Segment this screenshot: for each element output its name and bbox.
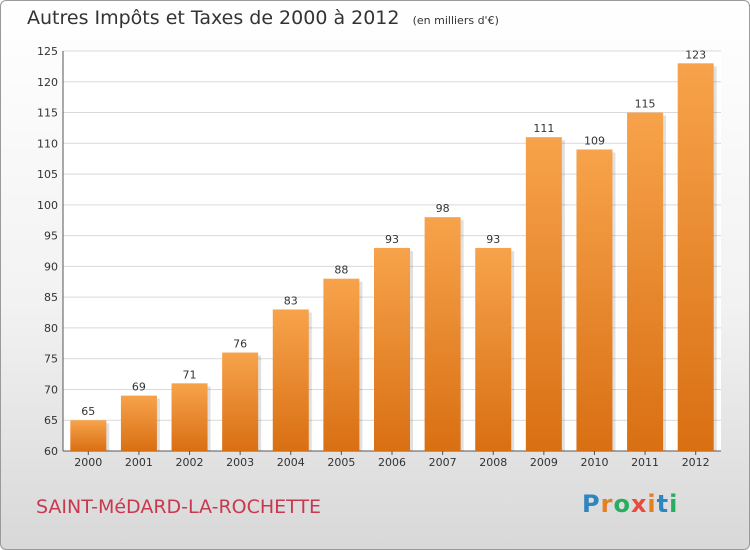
logo-letter: P [582,490,601,518]
y-tick-label: 100 [37,199,58,212]
x-tick-label: 2012 [682,456,710,469]
x-tick-label: 2008 [479,456,507,469]
y-tick-label: 125 [37,45,58,58]
y-tick-label: 115 [37,107,58,120]
bar-value-label: 69 [132,381,146,394]
logo-letter: t [656,490,670,518]
bar-value-label: 88 [334,264,348,277]
logo-letter: i [647,490,657,518]
x-tick-label: 2003 [226,456,254,469]
bar-value-label: 115 [635,98,656,111]
x-tick-label: 2005 [327,456,355,469]
bar-value-label: 98 [436,202,450,215]
title-row: Autres Impôts et Taxes de 2000 à 2012 (e… [27,7,499,29]
x-tick-label: 2001 [125,456,153,469]
y-tick-label: 60 [44,445,58,458]
y-tick-label: 110 [37,137,58,150]
bar-value-label: 111 [533,122,554,135]
bar [525,137,562,451]
bar [323,278,360,451]
bar [677,63,714,452]
y-tick-label: 70 [44,383,58,396]
bar-value-label: 65 [81,405,95,418]
bar-value-label: 71 [183,368,197,381]
y-tick-label: 75 [44,353,58,366]
bar [272,309,309,451]
y-tick-label: 90 [44,260,58,273]
x-tick-label: 2007 [429,456,457,469]
bar-value-label: 83 [284,294,298,307]
bar [171,383,208,451]
x-tick-label: 2006 [378,456,406,469]
bar [374,247,410,451]
y-tick-label: 105 [37,168,58,181]
bar-value-label: 93 [486,233,500,246]
x-tick-label: 2009 [530,456,558,469]
x-tick-label: 2011 [631,456,659,469]
y-tick-label: 80 [44,322,58,335]
bar-value-label: 109 [584,134,605,147]
logo-letter: i [669,490,679,518]
bar-value-label: 123 [685,48,706,61]
y-tick-label: 65 [44,414,58,427]
chart-title: Autres Impôts et Taxes de 2000 à 2012 [27,7,400,29]
bar [475,247,512,451]
bar [576,149,613,451]
x-tick-label: 2010 [580,456,608,469]
x-tick-label: 2002 [176,456,204,469]
bar-value-label: 93 [385,233,399,246]
logo-letter: r [600,490,614,518]
bar [70,420,107,451]
logo-letter: x [630,490,648,518]
bar [424,217,461,451]
bar [222,352,259,451]
chart-subtitle: (en milliers d'€) [412,14,499,27]
proxiti-logo: Proxiti [582,490,678,518]
bar [120,395,157,451]
y-tick-label: 85 [44,291,58,304]
y-tick-label: 95 [44,230,58,243]
x-tick-label: 2004 [277,456,305,469]
logo-letter: o [613,490,631,518]
commune-name: SAINT-MéDARD-LA-ROCHETTE [36,496,322,518]
x-tick-label: 2000 [74,456,102,469]
bar-value-label: 76 [233,338,247,351]
y-tick-label: 120 [37,76,58,89]
bar [627,112,664,452]
